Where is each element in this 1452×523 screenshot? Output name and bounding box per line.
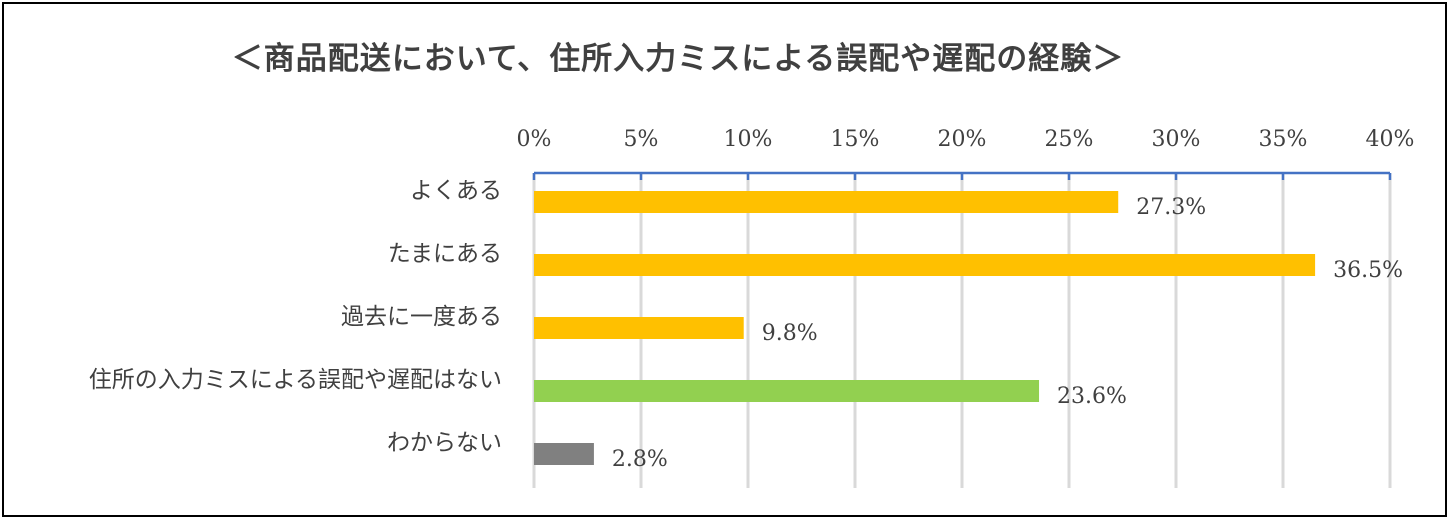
- x-tick-label-7: 35%: [1259, 127, 1308, 152]
- category-label-1: たまにある: [388, 241, 502, 267]
- bar-4: [534, 443, 594, 465]
- x-tick-label-4: 20%: [938, 127, 987, 152]
- data-label-3: 23.6%: [1057, 384, 1127, 409]
- data-label-2: 9.8%: [762, 321, 818, 346]
- bar-1: [534, 254, 1316, 276]
- bar-3: [534, 380, 1040, 402]
- data-label-4: 2.8%: [612, 447, 668, 472]
- bar-0: [534, 191, 1119, 213]
- x-tick-label-8: 40%: [1366, 127, 1415, 152]
- chart-title: ＜商品配送において、住所入力ミスによる誤配や遅配の経験＞: [231, 41, 1125, 77]
- category-label-0: よくある: [410, 178, 502, 204]
- x-tick-label-0: 0%: [517, 127, 552, 152]
- x-tick-label-3: 15%: [831, 127, 880, 152]
- category-label-2: 過去に一度ある: [341, 304, 502, 330]
- bar-2: [534, 317, 744, 339]
- category-label-4: わからない: [387, 430, 502, 456]
- data-label-0: 27.3%: [1136, 195, 1206, 220]
- x-tick-label-2: 10%: [724, 127, 773, 152]
- category-label-3: 住所の入力ミスによる誤配や遅配はない: [89, 367, 502, 393]
- x-tick-label-1: 5%: [624, 127, 659, 152]
- data-label-1: 36.5%: [1333, 258, 1403, 283]
- x-tick-label-6: 30%: [1152, 127, 1201, 152]
- x-tick-label-5: 25%: [1045, 127, 1094, 152]
